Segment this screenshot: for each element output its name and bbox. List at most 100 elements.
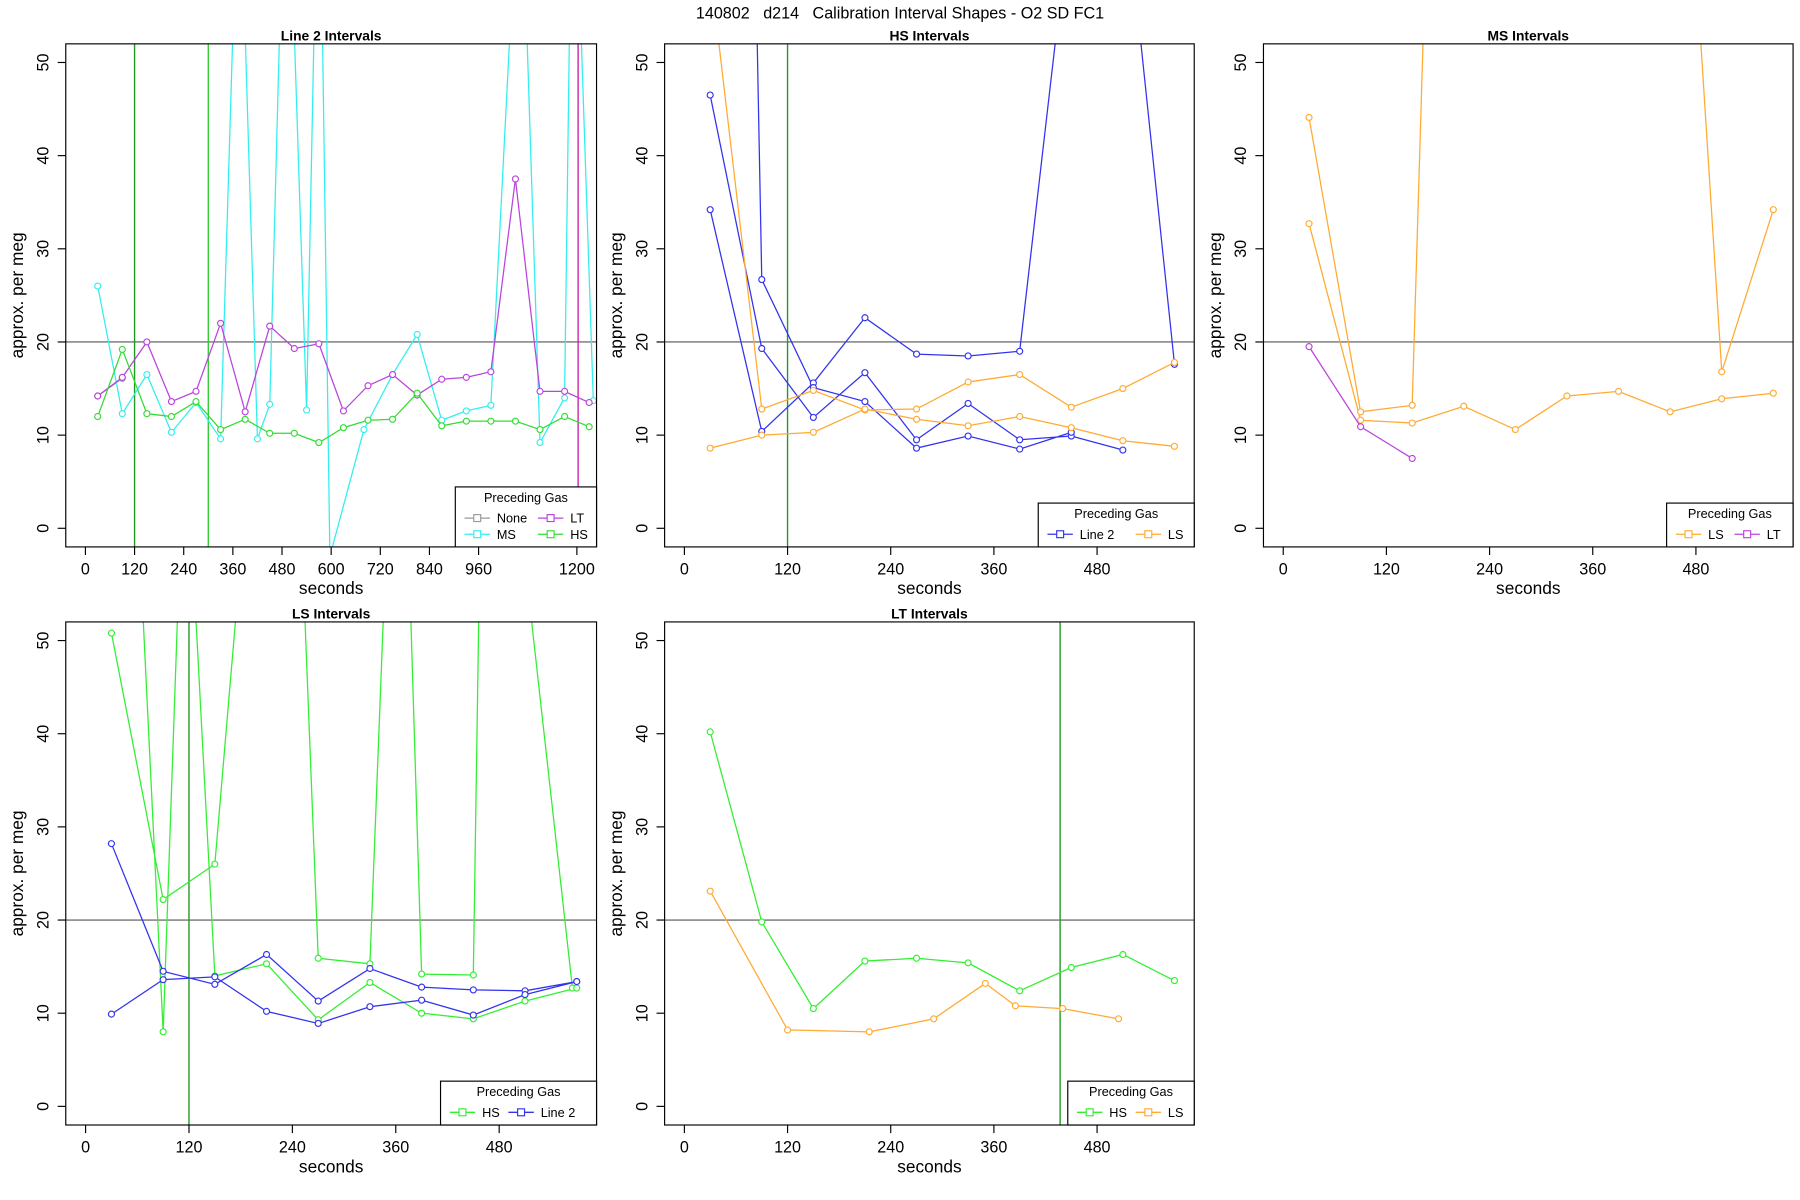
data-point [1408,401,1416,409]
data-point [418,983,426,991]
data-point [262,960,271,968]
data-point [706,206,714,214]
data-point [1011,1002,1019,1010]
data-point [573,984,581,992]
legend-label: LS [1708,528,1724,542]
data-point [1563,392,1571,400]
data-point [1114,1015,1123,1023]
data-point [1718,395,1726,403]
data-point [1119,437,1127,445]
x-tick-label: 120 [774,1139,801,1157]
data-point [118,410,126,418]
plot-area [664,43,1195,547]
data-point [536,387,544,395]
data-point [706,444,714,452]
legend: Preceding Gas LS LT [1666,502,1794,548]
data-point [1119,950,1127,959]
x-tick-label: 0 [81,561,90,579]
data-point [561,394,569,402]
legend-box [1037,502,1195,548]
series-line [710,43,1175,449]
panel-title: HS Intervals [889,27,969,43]
data-point [167,428,176,436]
legend-marker [1743,530,1752,539]
data-point [360,425,368,434]
data-point [462,373,470,381]
data-point [266,400,274,408]
data-point [981,979,989,987]
data-point [303,406,311,414]
y-tick-label: 50 [633,632,651,650]
data-point [469,971,477,979]
data-point [1357,408,1365,416]
data-point [964,378,972,386]
legend-label: HS [570,528,588,542]
data-point [809,386,817,394]
legend-label: LS [1168,528,1184,542]
data-point [511,417,520,425]
data-point [930,1015,938,1023]
data-point [462,417,470,425]
data-point [94,412,102,421]
data-point [758,918,766,926]
series-line [709,890,1119,1033]
legend-label: None [497,512,527,526]
data-point [118,345,126,353]
x-tick-label: 360 [382,1139,409,1157]
legend-label: Line 2 [1080,528,1115,542]
data-point [1067,963,1075,972]
x-tick-label: 360 [1579,561,1606,579]
data-point [1067,424,1075,432]
panel-title: LT Intervals [891,605,968,621]
y-axis-label: approx. per meg [606,810,626,936]
panel-title: MS Intervals [1488,27,1570,43]
legend-marker [473,530,482,539]
data-point [262,1007,271,1015]
plot-area [65,43,597,547]
data-point [94,392,102,400]
data-point [912,350,921,358]
panel: LS Intervals 0 120 240 360 480 0 10 20 30 40 50 seco… [7,605,598,1176]
data-point [241,408,249,416]
data-point [290,429,298,437]
legend-label: LT [1767,528,1781,542]
y-tick-label: 20 [34,333,52,351]
data-point [211,973,219,981]
data-point [964,959,972,967]
data-point [1614,387,1623,395]
data-point [438,422,446,430]
legend-label: Line 2 [541,1106,576,1120]
plot-area [65,621,597,1125]
x-tick-label: 0 [680,1139,689,1157]
data-point [366,964,374,973]
data-point [192,398,200,406]
data-point [107,1010,116,1018]
data-point [1059,1004,1067,1013]
data-point [861,369,869,377]
x-tick-label: 0 [1279,561,1288,579]
y-axis-label: approx. per meg [7,232,27,358]
data-point [964,399,972,408]
legend: Preceding Gas HS Line 2 [439,1080,598,1126]
data-point [964,352,972,360]
y-tick-label: 0 [633,524,651,533]
data-point [1460,402,1468,410]
x-tick-label: 480 [1084,561,1111,579]
data-point [1016,370,1024,379]
data-point [1769,389,1777,397]
data-point [1408,419,1416,427]
panel-title: Line 2 Intervals [281,27,382,43]
plot-frame [664,621,1195,1126]
data-point [159,895,167,904]
y-tick-label: 0 [1232,524,1250,533]
data-point [809,1004,817,1013]
data-point [315,439,323,447]
data-point [314,997,322,1005]
data-point [364,416,372,424]
data-point [266,322,274,330]
legend-label: LT [570,512,584,526]
x-tick-label: 360 [980,561,1007,579]
legend-marker [1056,530,1065,539]
y-tick-label: 30 [633,818,651,836]
